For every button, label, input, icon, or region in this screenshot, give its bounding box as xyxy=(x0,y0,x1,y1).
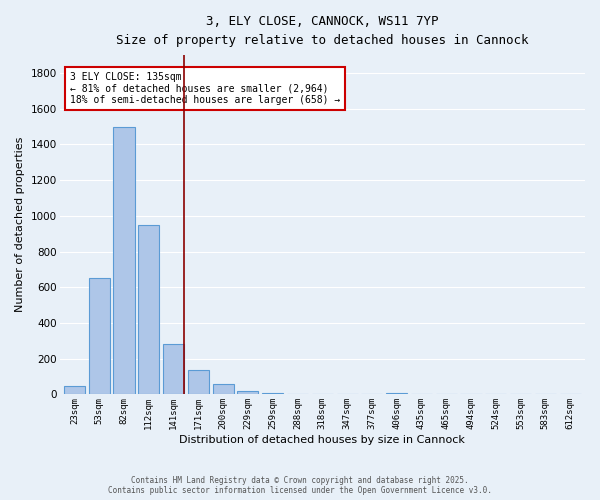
X-axis label: Distribution of detached houses by size in Cannock: Distribution of detached houses by size … xyxy=(179,435,465,445)
Y-axis label: Number of detached properties: Number of detached properties xyxy=(15,137,25,312)
Bar xyxy=(262,393,283,394)
Text: 3 ELY CLOSE: 135sqm
← 81% of detached houses are smaller (2,964)
18% of semi-det: 3 ELY CLOSE: 135sqm ← 81% of detached ho… xyxy=(70,72,340,106)
Bar xyxy=(138,225,160,394)
Bar xyxy=(163,344,184,395)
Bar xyxy=(212,384,233,394)
Bar xyxy=(386,392,407,394)
Bar xyxy=(238,391,259,394)
Bar xyxy=(64,386,85,394)
Text: Contains HM Land Registry data © Crown copyright and database right 2025.
Contai: Contains HM Land Registry data © Crown c… xyxy=(108,476,492,495)
Bar xyxy=(89,278,110,394)
Bar xyxy=(113,126,134,394)
Bar xyxy=(188,370,209,394)
Title: 3, ELY CLOSE, CANNOCK, WS11 7YP
Size of property relative to detached houses in : 3, ELY CLOSE, CANNOCK, WS11 7YP Size of … xyxy=(116,15,529,47)
